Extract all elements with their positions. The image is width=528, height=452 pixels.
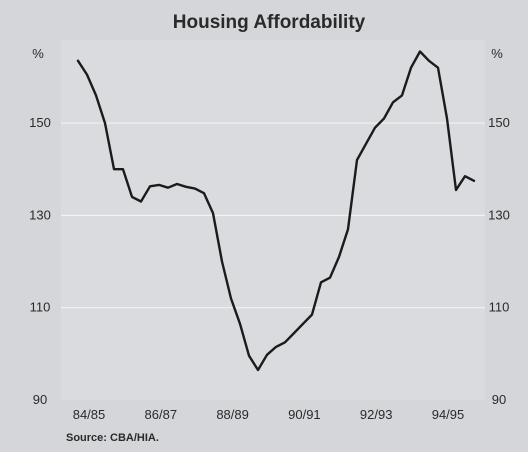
left-unit-label: % <box>32 46 44 61</box>
x-tick-88-89: 88/89 <box>216 407 249 422</box>
series-line-0 <box>76 50 476 372</box>
x-tick-86-87: 86/87 <box>145 407 178 422</box>
y-tick-left-130: 130 <box>29 207 51 222</box>
y-tick-labels: 90 90 110 110 130 130 150 150 <box>29 115 510 407</box>
grid-lines <box>61 122 485 309</box>
x-tick-92-93: 92/93 <box>360 407 393 422</box>
y-tick-right-90: 90 <box>492 392 506 407</box>
x-tick-labels: 84/85 86/87 88/89 90/91 92/93 94/95 <box>73 407 465 422</box>
right-unit-label: % <box>491 46 503 61</box>
y-tick-right-110: 110 <box>489 300 510 315</box>
y-tick-left-150: 150 <box>29 115 51 130</box>
series-group <box>76 50 476 372</box>
chart-title: Housing Affordability <box>173 12 366 33</box>
x-tick-84-85: 84/85 <box>73 407 106 422</box>
y-tick-right-130: 130 <box>488 207 510 222</box>
y-tick-right-150: 150 <box>488 115 510 130</box>
y-tick-left-90: 90 <box>33 392 47 407</box>
x-tick-90-91: 90/91 <box>288 407 321 422</box>
x-tick-94-95: 94/95 <box>432 407 465 422</box>
source-note: Source: CBA/HIA. <box>66 432 159 444</box>
plot-area <box>61 40 485 400</box>
y-tick-left-110: 110 <box>30 300 51 315</box>
